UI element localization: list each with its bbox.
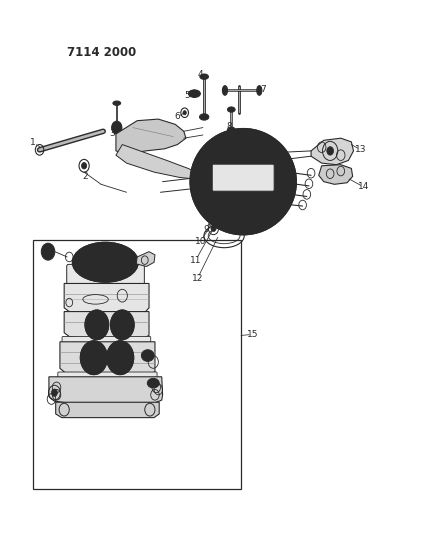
Polygon shape [60,342,155,374]
Ellipse shape [227,107,235,112]
Circle shape [112,252,124,268]
Ellipse shape [147,378,159,388]
Text: 14: 14 [357,182,368,191]
FancyBboxPatch shape [66,264,144,285]
Circle shape [326,147,333,155]
Circle shape [45,247,51,256]
Polygon shape [64,284,149,313]
Polygon shape [64,312,149,338]
Circle shape [222,150,234,166]
Circle shape [86,252,99,268]
Circle shape [238,150,250,166]
Text: 7114 2000: 7114 2000 [67,46,136,60]
Text: 2: 2 [82,172,88,181]
Circle shape [115,317,128,333]
Circle shape [112,121,121,134]
Text: 14: 14 [101,273,110,282]
Circle shape [86,348,101,367]
Circle shape [110,310,134,340]
Text: 12: 12 [191,274,203,283]
Text: 9: 9 [202,225,208,234]
Text: 4: 4 [197,70,202,79]
Bar [33,240,241,489]
Ellipse shape [199,114,208,120]
Polygon shape [136,252,155,266]
Text: 11: 11 [190,256,201,265]
Polygon shape [318,165,352,184]
Ellipse shape [222,86,227,95]
Ellipse shape [113,101,120,106]
Ellipse shape [219,185,253,204]
Circle shape [216,143,240,173]
FancyBboxPatch shape [62,336,150,343]
Ellipse shape [72,243,138,282]
Text: 5: 5 [184,91,190,100]
Circle shape [112,348,127,367]
Circle shape [85,310,109,340]
Polygon shape [115,119,185,154]
Circle shape [215,207,220,214]
Polygon shape [115,144,196,179]
Text: 7: 7 [260,85,266,94]
Circle shape [106,245,130,274]
Text: 10: 10 [195,237,206,246]
Circle shape [80,341,107,375]
Circle shape [81,245,104,274]
Ellipse shape [190,128,296,235]
Ellipse shape [215,171,264,200]
Polygon shape [55,402,159,418]
Ellipse shape [141,350,154,361]
Ellipse shape [256,86,261,95]
Text: 8: 8 [226,122,232,131]
Ellipse shape [208,136,263,184]
FancyBboxPatch shape [58,372,157,378]
Circle shape [210,225,216,231]
Text: 1: 1 [30,139,36,148]
Text: 15: 15 [246,330,258,339]
Circle shape [213,215,218,221]
Circle shape [81,163,86,169]
FancyBboxPatch shape [212,164,273,191]
Circle shape [41,243,55,260]
Circle shape [106,341,133,375]
Polygon shape [49,377,162,403]
Polygon shape [311,138,353,165]
Text: 3: 3 [109,130,115,139]
Ellipse shape [199,74,208,79]
Circle shape [191,90,197,98]
Ellipse shape [188,90,200,98]
Circle shape [90,317,103,333]
Circle shape [182,111,186,115]
Text: 6: 6 [174,112,180,122]
Circle shape [51,389,57,397]
Ellipse shape [227,127,235,132]
Text: 13: 13 [354,146,366,155]
Circle shape [232,143,256,173]
